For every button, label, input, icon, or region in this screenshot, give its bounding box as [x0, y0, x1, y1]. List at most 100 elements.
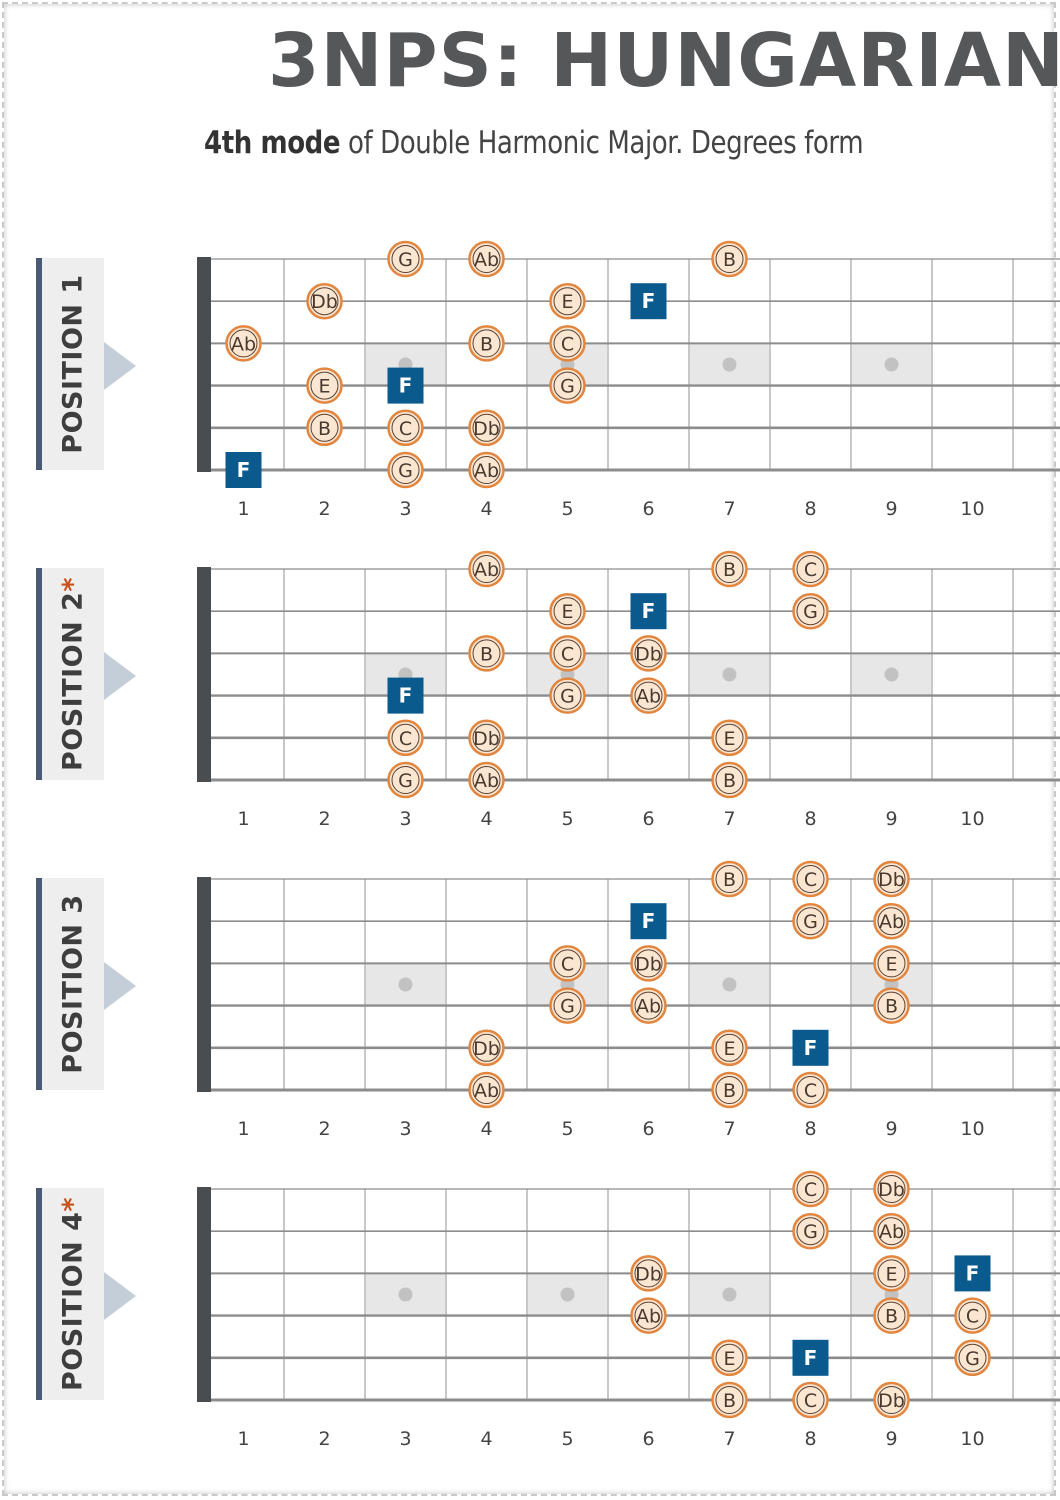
root-note-square: [954, 1255, 991, 1292]
note-inner-ring: [553, 949, 582, 978]
note-circle: [873, 1255, 910, 1292]
root-note-label: F: [804, 1036, 818, 1060]
note-circle: [468, 761, 505, 799]
note-inner-ring: [310, 287, 339, 316]
note-circle: [873, 860, 910, 898]
note-marker: B: [468, 635, 505, 672]
note-label: C: [804, 1080, 817, 1102]
note-marker: Db: [630, 635, 667, 672]
note-circle: [873, 1297, 910, 1334]
root-note-marker: F: [792, 1339, 829, 1376]
note-inner-ring: [715, 1076, 744, 1104]
note-circle: [873, 987, 910, 1024]
fretboard: 1 2 3 4 5 6 7 8 9 10 C Db G Ab Db E F Ab B C E F G B C Db: [197, 1170, 1060, 1450]
note-label: C: [399, 418, 412, 440]
note-circle: [792, 1170, 829, 1208]
inlay-dot: [722, 667, 737, 682]
note-circle: [954, 1339, 991, 1377]
fretboard: 1 2 3 4 5 6 7 8 9 10 B C Db F G Ab C Db E G Ab B Db E F Ab B C: [197, 860, 1060, 1140]
note-marker: E: [873, 945, 910, 982]
note-marker: G: [549, 677, 586, 714]
note-label: Db: [473, 418, 500, 440]
note-marker: Db: [630, 1255, 667, 1292]
note-inner-ring: [472, 766, 501, 794]
fretboard-diagram-position-2: POSITION 2* 1 2 3 4 5 6 7 8 9 10 Ab B C E F G B C Db F G Ab C D…: [0, 550, 1060, 860]
note-marker: C: [792, 1381, 829, 1419]
note-circle: [468, 719, 505, 757]
note-circle: [711, 1071, 748, 1109]
fret-number: 9: [885, 808, 897, 830]
note-circle: [387, 240, 424, 278]
note-marker: G: [792, 1212, 829, 1250]
note-inner-ring: [715, 1386, 744, 1414]
note-label: Db: [473, 1038, 500, 1060]
note-inner-ring: [715, 1343, 744, 1372]
note-marker: C: [792, 550, 829, 588]
note-label: G: [398, 460, 413, 482]
note-inner-ring: [634, 639, 663, 668]
note-marker: G: [387, 240, 424, 278]
note-marker: C: [387, 409, 424, 447]
note-inner-ring: [877, 1259, 906, 1288]
triangle-arrow-icon: [104, 1272, 136, 1320]
note-circle: [873, 945, 910, 982]
note-marker: Ab: [630, 987, 667, 1024]
note-marker: E: [306, 367, 343, 404]
note-marker: C: [549, 635, 586, 672]
note-inner-ring: [553, 597, 582, 626]
note-marker: Db: [468, 1029, 505, 1067]
note-marker: G: [387, 451, 424, 489]
note-marker: C: [549, 325, 586, 362]
note-label: G: [560, 376, 575, 398]
note-circle: [549, 987, 586, 1024]
fret-number: 5: [561, 1428, 573, 1450]
note-label: Ab: [474, 770, 499, 792]
note-label: E: [561, 291, 573, 313]
note-marker: Db: [873, 1381, 910, 1419]
note-label: G: [398, 249, 413, 271]
note-inner-ring: [796, 1386, 825, 1414]
note-inner-ring: [796, 1076, 825, 1104]
note-inner-ring: [715, 723, 744, 752]
note-circle: [711, 1339, 748, 1377]
nut: [197, 567, 211, 782]
note-marker: Db: [468, 409, 505, 447]
note-circle: [630, 635, 667, 672]
note-marker: C: [549, 945, 586, 982]
root-note-label: F: [966, 1261, 980, 1285]
note-circle: [306, 282, 343, 320]
note-label: B: [723, 559, 736, 581]
note-marker: Ab: [873, 1212, 910, 1250]
note-inner-ring: [958, 1301, 987, 1330]
note-circle: [468, 409, 505, 447]
note-inner-ring: [472, 1076, 501, 1104]
fret-number: 1: [237, 498, 249, 520]
note-marker: E: [711, 719, 748, 757]
note-marker: B: [711, 761, 748, 799]
root-note-square: [792, 1029, 829, 1066]
triangle-arrow-icon: [104, 962, 136, 1010]
fret-number: 4: [480, 1118, 492, 1140]
note-label: C: [804, 1390, 817, 1412]
page-subtitle: 4th mode of Double Harmonic Major. Degre…: [204, 125, 864, 161]
note-circle: [792, 902, 829, 940]
fret-number: 3: [399, 808, 411, 830]
note-circle: [549, 282, 586, 320]
note-circle: [711, 761, 748, 799]
note-inner-ring: [796, 865, 825, 893]
note-inner-ring: [796, 1217, 825, 1246]
note-marker: B: [711, 1381, 748, 1419]
note-marker: G: [954, 1339, 991, 1377]
fretboard-diagram-position-4: POSITION 4* 1 2 3 4 5 6 7 8 9 10 C Db G Ab Db E F Ab B C E F G…: [0, 1170, 1060, 1480]
fret-number: 8: [804, 498, 816, 520]
root-note-marker: F: [387, 367, 424, 404]
note-marker: G: [792, 902, 829, 940]
note-label: G: [560, 996, 575, 1018]
note-marker: Ab: [630, 677, 667, 714]
note-marker: E: [711, 1339, 748, 1377]
note-label: G: [803, 601, 818, 623]
note-marker: G: [549, 367, 586, 404]
note-label: Db: [878, 1179, 905, 1201]
position-label: POSITION 3: [36, 878, 104, 1090]
root-note-square: [792, 1339, 829, 1376]
